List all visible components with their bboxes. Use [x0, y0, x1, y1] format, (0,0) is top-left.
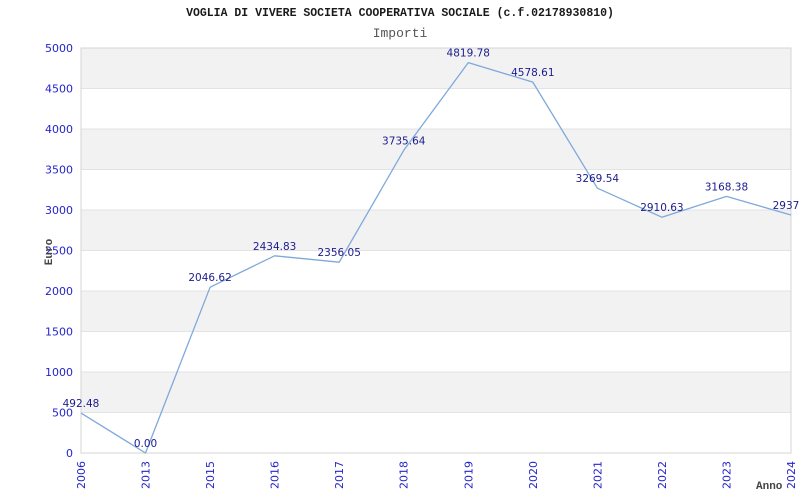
x-tick-label: 2015 — [204, 461, 217, 489]
data-label: 3168.38 — [705, 181, 748, 193]
y-tick-label: 1000 — [45, 366, 73, 379]
plot-band — [81, 372, 791, 413]
data-label: 2356.05 — [317, 247, 360, 259]
plot-band — [81, 210, 791, 251]
plot-border — [80, 47, 792, 454]
data-label: 4578.61 — [511, 67, 554, 79]
y-tick-label: 3500 — [45, 164, 73, 177]
x-tick-label: 2022 — [656, 461, 669, 489]
x-tick-label: 2006 — [75, 461, 88, 489]
data-label: 0.00 — [134, 438, 157, 450]
chart-title: VOGLIA DI VIVERE SOCIETA COOPERATIVA SOC… — [186, 7, 614, 20]
x-tick-label: 2018 — [398, 461, 411, 489]
y-tick-label: 5000 — [45, 42, 73, 55]
x-tick-label: 2020 — [527, 461, 540, 489]
y-tick-label: 2500 — [45, 245, 73, 258]
data-label: 2046.62 — [188, 272, 231, 284]
y-axis-title: Euro — [44, 238, 56, 266]
plot-band — [81, 129, 791, 170]
plot-band — [81, 48, 791, 89]
x-tick-label: 2013 — [140, 461, 153, 489]
x-tick-label: 2017 — [333, 461, 346, 489]
y-tick-label: 4500 — [45, 83, 73, 96]
plot-band — [81, 291, 791, 332]
y-tick-label: 4000 — [45, 123, 73, 136]
data-label: 3735.64 — [382, 135, 426, 147]
data-label: 2937.9 — [773, 200, 800, 212]
data-label: 3269.54 — [576, 173, 620, 185]
x-tick-label: 2016 — [269, 461, 282, 489]
data-label: 2434.83 — [253, 241, 296, 253]
series-line — [80, 61, 792, 454]
data-label: 2910.63 — [640, 202, 683, 214]
x-axis-title: Anno — [756, 481, 783, 493]
y-tick-label: 0 — [66, 447, 73, 460]
y-tick-label: 1500 — [45, 326, 73, 339]
x-tick-label: 2023 — [720, 461, 733, 489]
data-label: 4819.78 — [447, 48, 490, 60]
data-label: 492.48 — [63, 398, 100, 410]
y-tick-label: 500 — [52, 407, 73, 420]
x-tick-label: 2024 — [785, 461, 798, 489]
x-tick-label: 2021 — [591, 461, 604, 489]
y-tick-label: 2000 — [45, 285, 73, 298]
chart-subtitle: Importi — [372, 26, 428, 41]
x-tick-label: 2019 — [462, 461, 475, 489]
y-tick-label: 3000 — [45, 204, 73, 217]
